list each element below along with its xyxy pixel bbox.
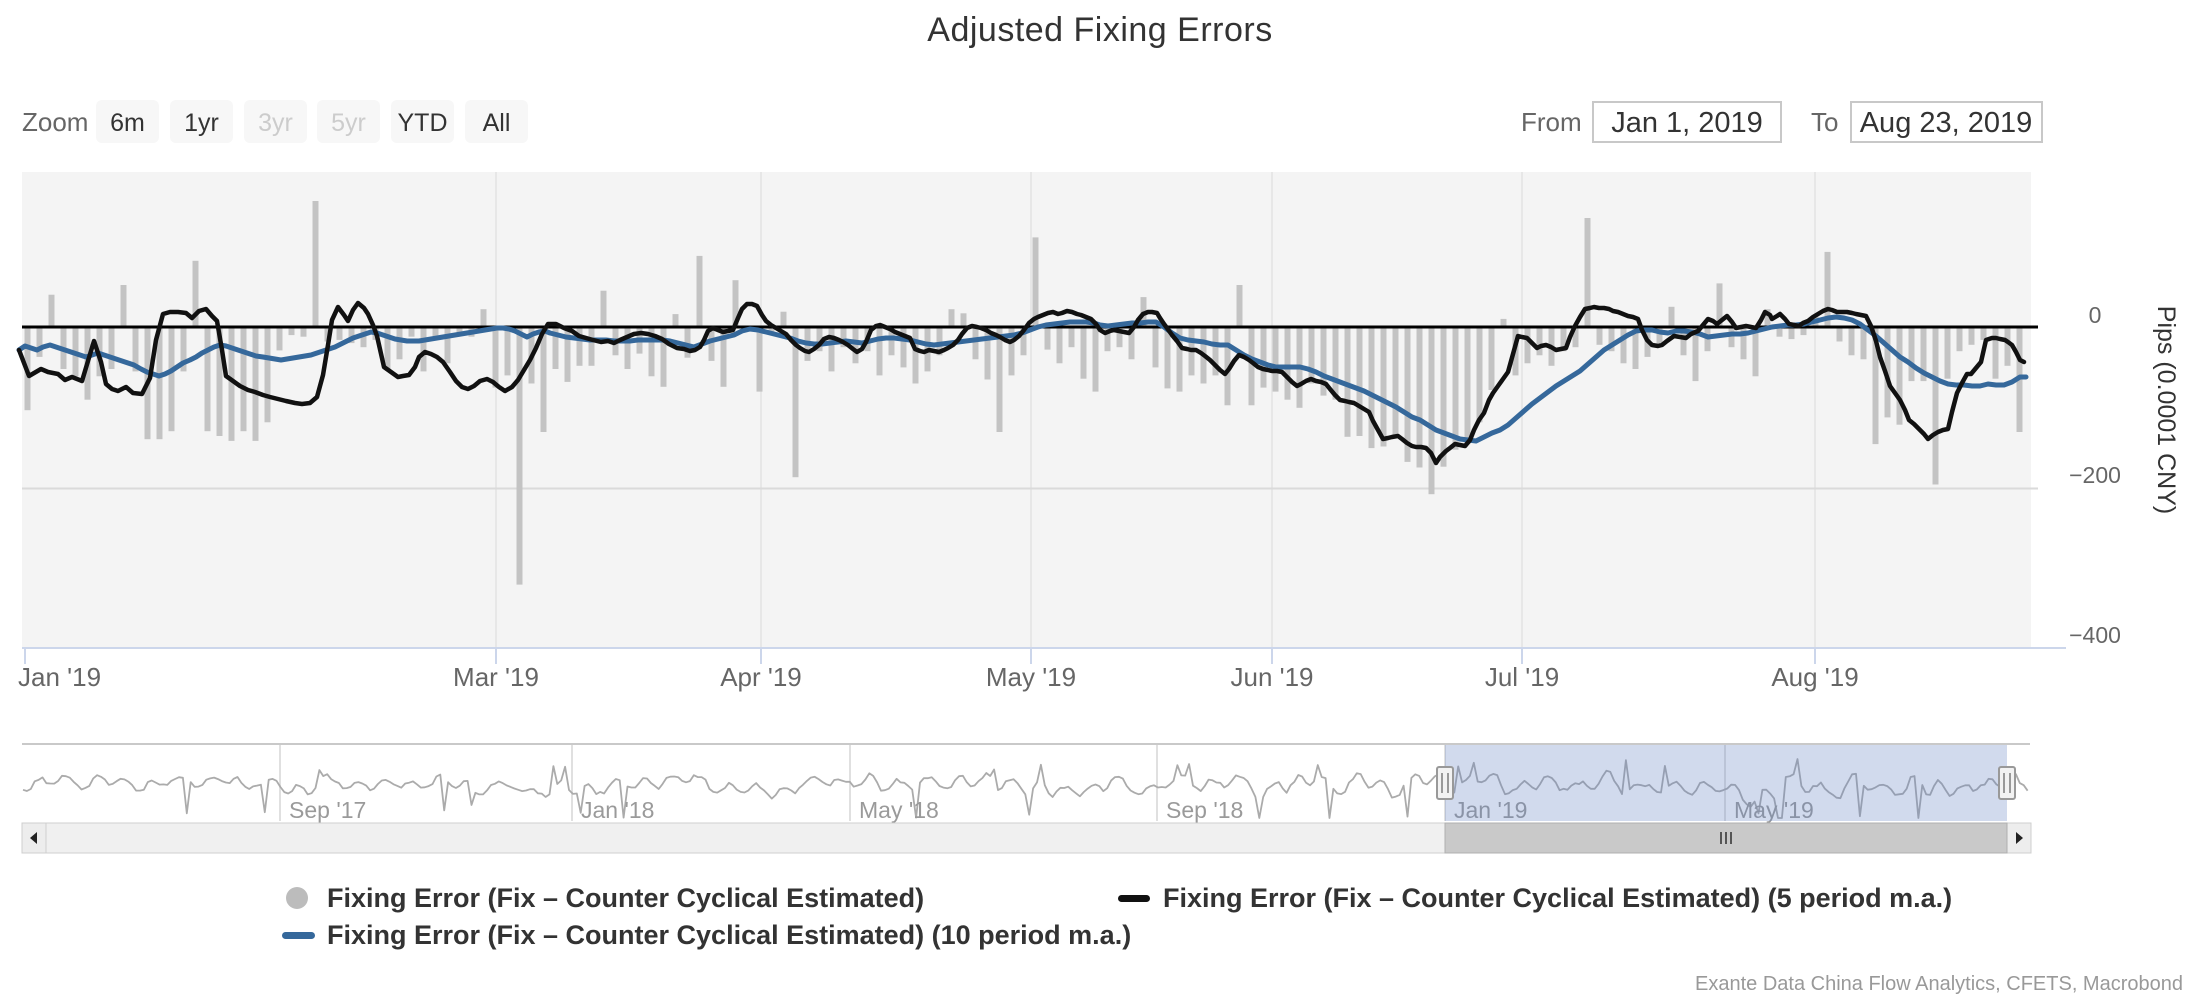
svg-text:All: All [483, 109, 511, 137]
svg-text:6m: 6m [110, 109, 145, 137]
svg-text:3yr: 3yr [258, 109, 293, 137]
svg-text:Aug 23, 2019: Aug 23, 2019 [1860, 107, 2033, 139]
svg-text:Fixing Error (Fix – Counter Cy: Fixing Error (Fix – Counter Cyclical Est… [327, 920, 1131, 950]
svg-text:Exante Data China Flow Analyti: Exante Data China Flow Analytics, CFETS,… [1695, 973, 2183, 995]
svg-text:Sep '18: Sep '18 [1166, 797, 1243, 823]
svg-text:May '19: May '19 [1734, 797, 1814, 823]
svg-text:Jan '19: Jan '19 [1454, 797, 1527, 823]
svg-text:Fixing Error (Fix – Counter Cy: Fixing Error (Fix – Counter Cyclical Est… [327, 883, 924, 913]
svg-text:Aug '19: Aug '19 [1771, 662, 1858, 692]
svg-text:From: From [1521, 107, 1582, 137]
svg-text:−400: −400 [2069, 622, 2121, 648]
svg-text:Pips (0.0001 CNY): Pips (0.0001 CNY) [2152, 306, 2180, 514]
svg-text:0: 0 [2089, 302, 2102, 328]
svg-text:Jul '19: Jul '19 [1485, 662, 1559, 692]
svg-text:Mar '19: Mar '19 [453, 662, 539, 692]
svg-text:−200: −200 [2069, 462, 2121, 488]
svg-text:YTD: YTD [398, 109, 448, 137]
svg-text:Adjusted Fixing Errors: Adjusted Fixing Errors [927, 11, 1272, 49]
svg-text:May '19: May '19 [986, 662, 1076, 692]
svg-text:Jun '19: Jun '19 [1230, 662, 1313, 692]
svg-text:Jan '19: Jan '19 [18, 662, 101, 692]
svg-text:Apr '19: Apr '19 [720, 662, 802, 692]
svg-text:May '18: May '18 [859, 797, 939, 823]
svg-text:Fixing Error (Fix – Counter Cy: Fixing Error (Fix – Counter Cyclical Est… [1163, 883, 1952, 913]
svg-text:Sep '17: Sep '17 [289, 797, 366, 823]
svg-text:5yr: 5yr [331, 109, 366, 137]
svg-text:1yr: 1yr [184, 109, 219, 137]
svg-text:Jan '18: Jan '18 [581, 797, 654, 823]
svg-text:Jan 1, 2019: Jan 1, 2019 [1611, 107, 1763, 139]
svg-text:To: To [1811, 107, 1838, 137]
svg-text:Zoom: Zoom [22, 107, 88, 137]
